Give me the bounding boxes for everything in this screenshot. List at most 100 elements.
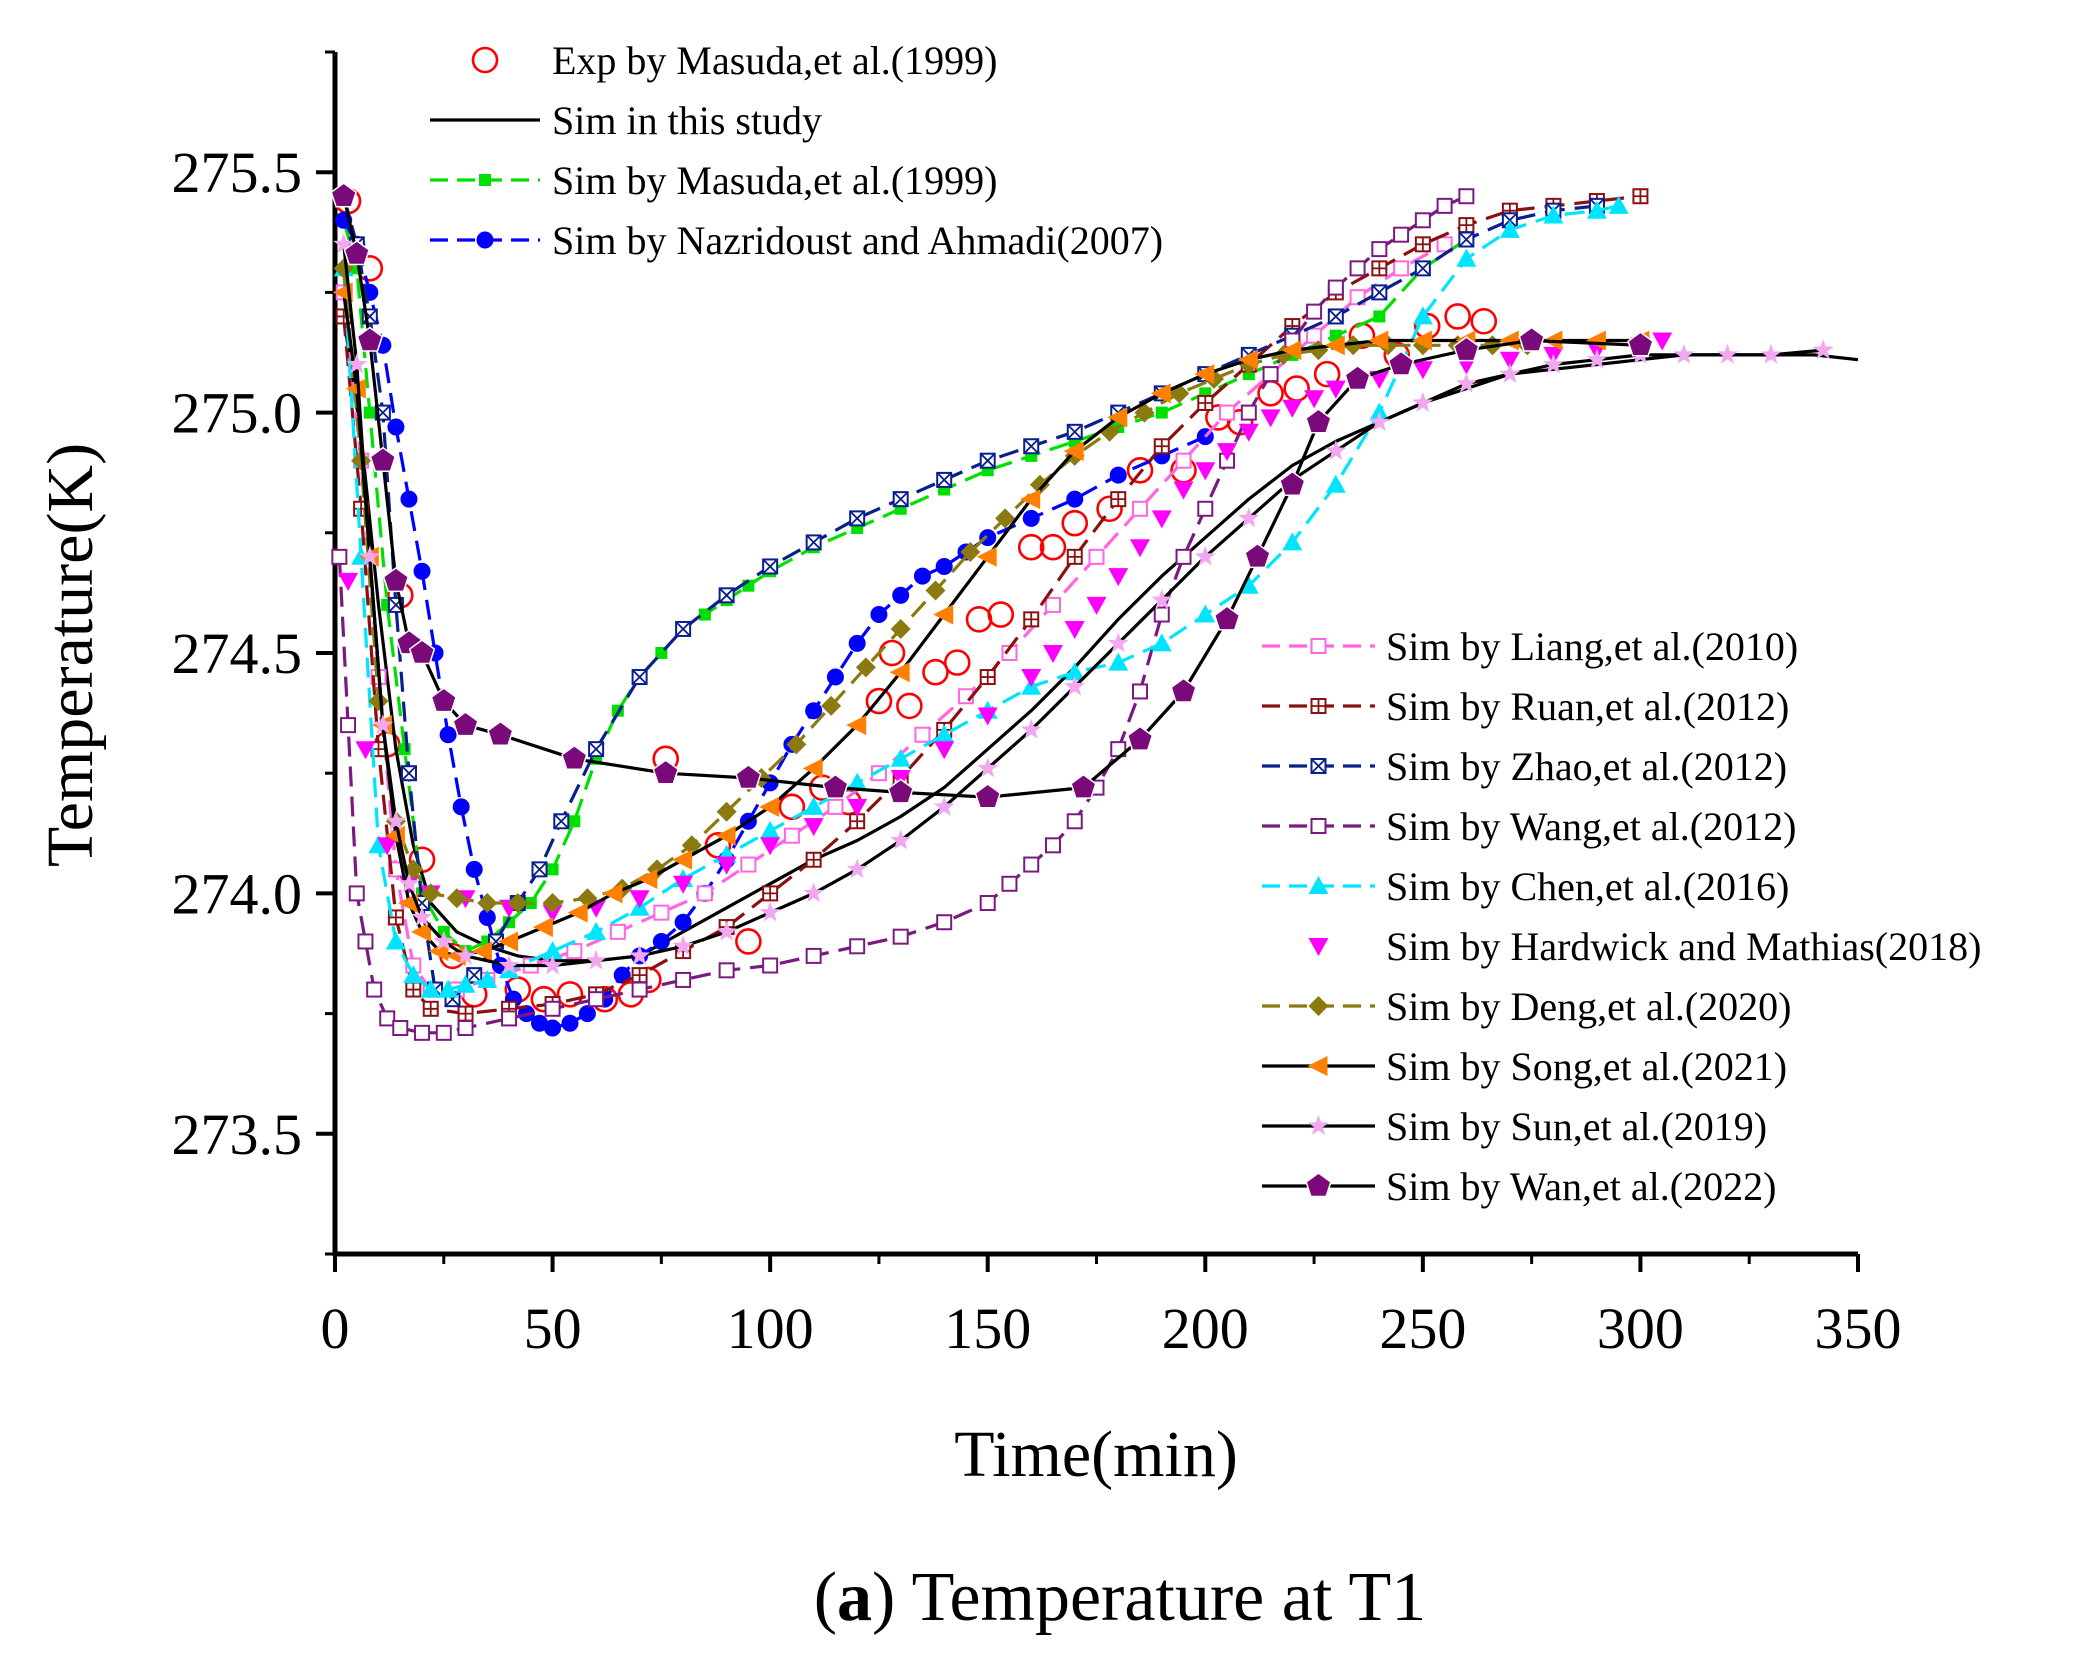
data-point (1458, 217, 1475, 234)
data-point (1652, 332, 1673, 351)
data-point (542, 954, 563, 975)
data-point (1262, 366, 1279, 383)
x-tick-label: 0 (321, 1296, 350, 1361)
data-point (960, 542, 981, 562)
data-point (936, 471, 953, 488)
data-point (1217, 443, 1237, 462)
data-point (1066, 423, 1083, 440)
data-point (995, 508, 1016, 529)
data-point (1197, 500, 1214, 517)
data-point (1717, 343, 1738, 364)
data-point (1061, 509, 1089, 537)
data-point (1194, 545, 1216, 566)
data-point (1470, 307, 1498, 335)
data-point (977, 757, 999, 778)
series-line (342, 194, 1641, 1016)
data-point (1260, 409, 1281, 428)
legend-item: Sim by Masuda,et al.(1999) (430, 158, 998, 203)
data-point (1070, 773, 1097, 799)
data-point (567, 902, 588, 923)
data-point (783, 827, 800, 844)
data-point (1066, 490, 1084, 508)
data-point (411, 921, 431, 942)
data-point (1393, 260, 1410, 277)
data-point (672, 935, 694, 956)
legend-label: Sim by Masuda,et al.(1999) (552, 158, 998, 203)
data-point (716, 856, 737, 875)
data-point (805, 851, 822, 868)
data-point (1023, 856, 1040, 873)
legend-label: Sim in this study (552, 98, 822, 143)
data-point (331, 548, 348, 565)
data-point (922, 658, 949, 686)
y-tick-label: 274.5 (172, 621, 303, 686)
legend-marker (1305, 1172, 1332, 1198)
data-point (1499, 351, 1520, 370)
data-point (631, 981, 648, 998)
legend-item: Sim by Deng,et al.(2020) (1262, 984, 1792, 1029)
data-point (377, 837, 398, 856)
data-point (507, 893, 528, 913)
data-point (1043, 645, 1063, 663)
data-point (1313, 360, 1341, 388)
data-point (1238, 507, 1260, 528)
data-point (865, 687, 893, 715)
data-point (609, 923, 626, 940)
data-point (385, 931, 406, 950)
data-point (934, 724, 955, 743)
data-point (979, 529, 997, 547)
series-2 (342, 316, 1859, 963)
data-point (1175, 452, 1192, 469)
data-point (1213, 605, 1241, 631)
y-tick-label: 274.0 (172, 861, 303, 926)
data-point (1150, 383, 1171, 404)
data-point (631, 967, 648, 984)
data-point (1001, 875, 1018, 892)
data-point (1304, 390, 1325, 409)
series-13 (333, 233, 1834, 975)
data-point (340, 717, 357, 734)
data-point (878, 639, 906, 667)
data-point (740, 856, 757, 873)
data-point (1327, 308, 1344, 325)
data-point (1458, 188, 1475, 205)
data-point (696, 885, 713, 902)
data-point (369, 446, 397, 472)
legend-item: Sim by Ruan,et al.(2012) (1262, 684, 1789, 729)
data-point (933, 604, 954, 625)
series-8 (331, 188, 1475, 1041)
x-tick-label: 200 (1162, 1296, 1249, 1361)
data-point (629, 944, 651, 965)
data-point (465, 860, 483, 878)
data-point (1173, 481, 1194, 500)
data-point (433, 930, 455, 951)
data-point (760, 820, 781, 839)
data-point (979, 895, 996, 912)
data-point (1021, 669, 1042, 687)
data-point (979, 452, 996, 469)
data-point (1132, 683, 1149, 700)
data-point (846, 858, 868, 879)
data-point (338, 572, 359, 591)
data-point (936, 914, 953, 931)
figure-caption: (a) Temperature at T1 (814, 1559, 1427, 1636)
data-point (403, 965, 424, 984)
data-point (1586, 200, 1607, 219)
data-point (585, 949, 607, 970)
legend-item: Sim by Nazridoust and Ahmadi(2007) (430, 218, 1163, 263)
data-point (1130, 539, 1150, 558)
data-point (385, 810, 407, 831)
data-point (1458, 231, 1475, 248)
data-point (762, 558, 779, 575)
data-point (965, 606, 993, 633)
data-point (1387, 350, 1415, 376)
data-point (1325, 380, 1346, 399)
legend-marker (471, 46, 499, 74)
legend-item: Sim by Hardwick and Mathias(2018) (1308, 924, 1981, 969)
legend-item: Sim by Chen,et al.(2016) (1262, 864, 1789, 909)
legend-marker (1308, 876, 1329, 894)
data-point (446, 888, 467, 909)
data-point (1371, 284, 1388, 301)
data-point (400, 490, 418, 508)
